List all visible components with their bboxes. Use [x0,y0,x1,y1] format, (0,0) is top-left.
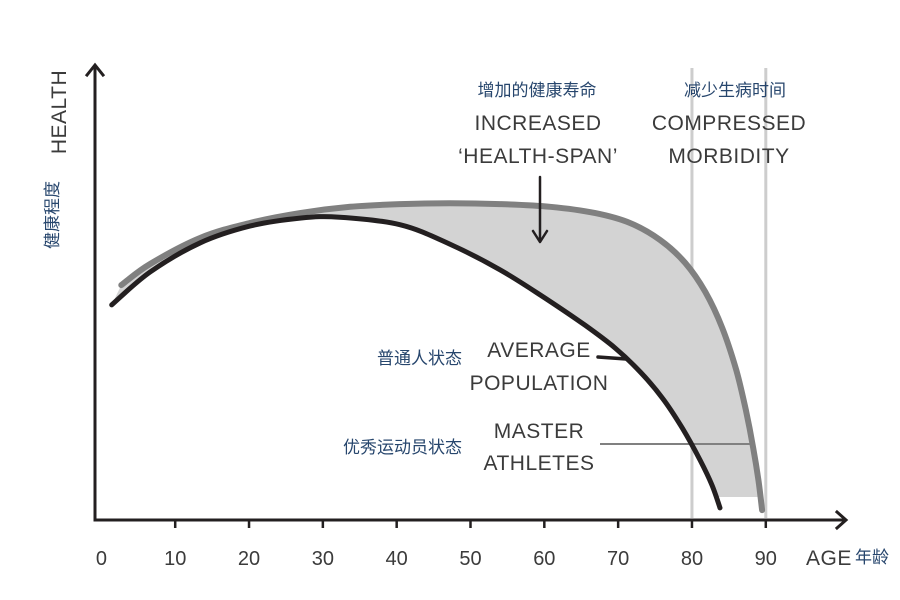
x-tick-label-70: 70 [607,548,629,570]
y-axis-title-zh: 健康程度 [43,181,63,249]
x-tick-label-60: 60 [533,548,555,570]
master-athletes-label-line-2: ATHLETES [484,452,595,475]
x-tick-label-50: 50 [459,548,481,570]
master-athletes-label-line-1: MASTER [494,420,585,443]
morbidity-label-line-2: MORBIDITY [668,145,789,168]
health-span-label-line-1: INCREASED [474,112,601,135]
x-axis-title-zh: 年龄 [855,548,889,568]
health-span-label-zh: 增加的健康寿命 [478,81,597,101]
average-population-label-line-2: POPULATION [470,372,609,395]
health-span-shaded-area [111,203,761,497]
x-axis-title: AGE [806,547,852,570]
age-axis-arrow [834,509,849,531]
morbidity-label-zh: 减少生病时间 [684,81,786,101]
x-tick-label-30: 30 [312,548,334,570]
y-axis-title: HEALTH [48,70,71,154]
x-tick-label-0: 0 [96,548,107,570]
x-tick-label-90: 90 [755,548,777,570]
age-axis-ticks: 0 10 20 30 40 50 60 70 80 90 [96,520,777,570]
x-tick-label-80: 80 [681,548,703,570]
master-athletes-label-zh: 优秀运动员状态 [343,438,462,458]
x-tick-label-20: 20 [238,548,260,570]
average-population-leader-line [596,355,628,361]
average-population-label-line-1: AVERAGE [487,339,590,362]
health-span-arrow [531,175,549,244]
x-tick-label-10: 10 [164,548,186,570]
health-span-label-line-2: ‘HEALTH-SPAN’ [458,145,618,168]
master-athletes-curve [118,200,766,514]
average-population-curve [109,214,723,511]
morbidity-label-line-1: COMPRESSED [652,112,806,135]
average-population-label-zh: 普通人状态 [377,349,462,369]
health-axis-arrow [84,62,106,78]
x-tick-label-40: 40 [386,548,408,570]
